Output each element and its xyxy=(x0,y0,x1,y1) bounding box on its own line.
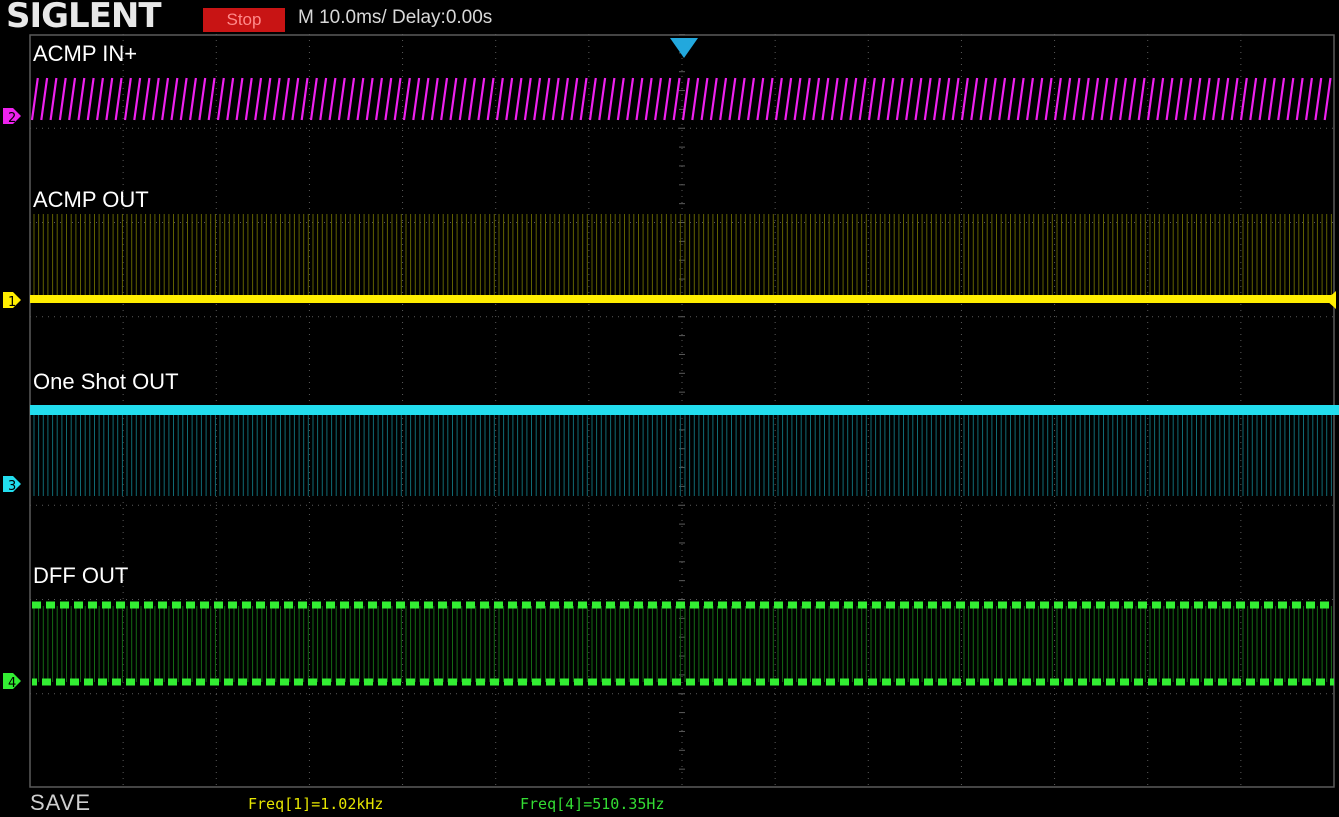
channel-markers xyxy=(3,108,1336,689)
ch2-trace xyxy=(30,77,1332,121)
ch1-level-marker xyxy=(3,292,21,308)
brand-logo: SIGLENT xyxy=(6,0,162,36)
freq-ch1-readout: Freq[1]=1.02kHz xyxy=(248,795,384,813)
ch1-baseline xyxy=(30,295,1334,303)
ch2-trace-label: ACMP IN+ xyxy=(33,41,138,66)
ch2-level-marker xyxy=(3,108,21,124)
ch2-sawtooth xyxy=(30,77,1332,121)
save-indicator[interactable]: SAVE xyxy=(30,790,92,815)
ch4-trace xyxy=(32,601,1334,686)
ch4-pulse-edges xyxy=(33,606,1332,682)
status-bar: SIGLENT Stop M 10.0ms/ Delay:0.00s xyxy=(0,0,1339,36)
ch3-high-level xyxy=(30,405,1339,415)
ch1-trace xyxy=(30,214,1334,303)
ch1-pulse-edges xyxy=(33,214,1332,298)
waveform-canvas: 2 1 3 4 xyxy=(3,34,1339,788)
ch3-pulse-edges xyxy=(33,415,1332,496)
trigger-level-marker xyxy=(1326,291,1336,309)
ch4-trace-label: DFF OUT xyxy=(33,563,129,588)
ch1-trace-label: ACMP OUT xyxy=(33,187,149,212)
waveform-display[interactable]: 2 1 3 4 ACMP IN+ ACMP OUT One Shot OUT D… xyxy=(0,34,1339,788)
trigger-position-marker[interactable] xyxy=(670,38,698,58)
ch1-marker-label: 1 xyxy=(8,295,16,310)
ch3-trace-label: One Shot OUT xyxy=(33,369,179,394)
ch3-level-marker xyxy=(3,476,21,492)
ch2-marker-label: 2 xyxy=(8,111,16,126)
ch3-trace xyxy=(30,405,1339,496)
ch3-marker-label: 3 xyxy=(8,479,16,494)
ch4-marker-label: 4 xyxy=(8,676,16,691)
ch4-level-marker xyxy=(3,673,21,689)
freq-ch4-readout: Freq[4]=510.35Hz xyxy=(520,795,665,813)
run-stop-badge[interactable]: Stop xyxy=(203,8,285,32)
measurement-bar: SAVE Freq[1]=1.02kHz Freq[4]=510.35Hz xyxy=(0,788,1339,817)
timebase-readout[interactable]: M 10.0ms/ Delay:0.00s xyxy=(298,7,493,28)
